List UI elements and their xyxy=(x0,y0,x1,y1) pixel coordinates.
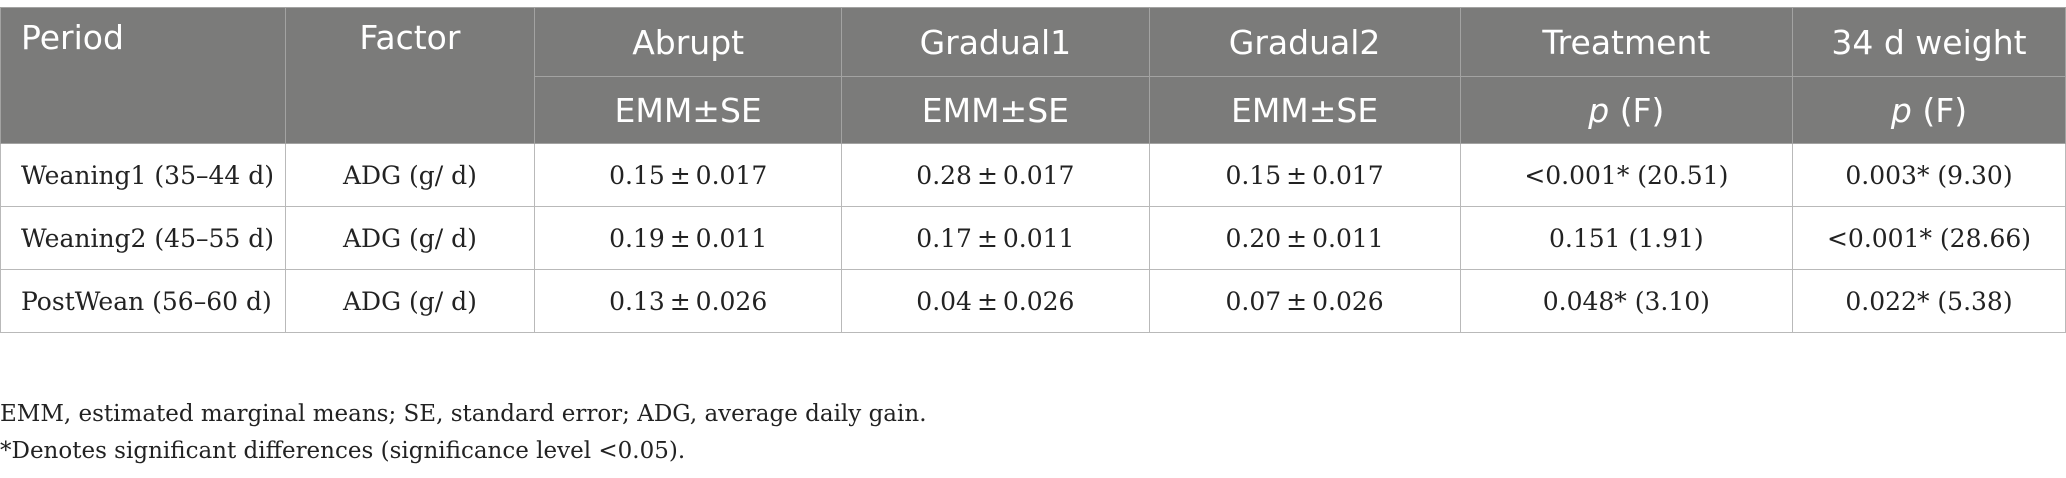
header-factor: Factor xyxy=(284,7,536,144)
subheader-emm-abrupt: EMM±SE xyxy=(534,76,843,144)
header-34d-weight: 34 d weight xyxy=(1791,7,2066,77)
cell-gradual1: 0.04 ± 0.026 xyxy=(841,269,1150,333)
f-symbol: (F) xyxy=(1922,90,1968,130)
cell-factor: ADG (g/ d) xyxy=(284,269,536,333)
header-gradual2: Gradual2 xyxy=(1148,7,1461,77)
header-period: Period xyxy=(0,7,286,144)
cell-period: Weaning2 (45–55 d) xyxy=(0,206,286,270)
footnote-abbreviations: EMM, estimated marginal means; SE, stand… xyxy=(0,401,927,427)
header-row-2: EMM±SE EMM±SE EMM±SE p (F) p (F) xyxy=(1,76,2066,144)
header-gradual1: Gradual1 xyxy=(841,7,1150,77)
cell-weight: <0.001* (28.66) xyxy=(1791,206,2066,270)
cell-factor: ADG (g/ d) xyxy=(284,206,536,270)
cell-weight: 0.003* (9.30) xyxy=(1791,143,2066,207)
cell-abrupt: 0.19 ± 0.011 xyxy=(534,206,843,270)
cell-gradual2: 0.20 ± 0.011 xyxy=(1148,206,1461,270)
subheader-emm-gradual2: EMM±SE xyxy=(1148,76,1461,144)
p-symbol: p xyxy=(1890,90,1912,130)
cell-period: PostWean (56–60 d) xyxy=(0,269,286,333)
table-footnotes: EMM, estimated marginal means; SE, stand… xyxy=(0,396,927,470)
cell-abrupt: 0.13 ± 0.026 xyxy=(534,269,843,333)
cell-treatment: <0.001* (20.51) xyxy=(1459,143,1793,207)
table-row: PostWean (56–60 d) ADG (g/ d) 0.13 ± 0.0… xyxy=(0,269,2066,333)
header-treatment: Treatment xyxy=(1459,7,1793,77)
subheader-emm-gradual1: EMM±SE xyxy=(841,76,1150,144)
cell-treatment: 0.151 (1.91) xyxy=(1459,206,1793,270)
p-symbol: p xyxy=(1588,90,1610,130)
cell-gradual2: 0.07 ± 0.026 xyxy=(1148,269,1461,333)
subheader-p-treatment: p (F) xyxy=(1459,76,1793,144)
table-row: Weaning1 (35–44 d) ADG (g/ d) 0.15 ± 0.0… xyxy=(0,143,2066,207)
f-symbol: (F) xyxy=(1619,90,1665,130)
header-abrupt: Abrupt xyxy=(534,7,843,77)
results-table: Period Factor Abrupt Gradual1 Gradual2 T… xyxy=(0,7,2066,333)
cell-gradual1: 0.28 ± 0.017 xyxy=(841,143,1150,207)
footnote-significance: *Denotes significant differences (signif… xyxy=(0,438,686,464)
subheader-p-weight: p (F) xyxy=(1791,76,2066,144)
cell-gradual1: 0.17 ± 0.011 xyxy=(841,206,1150,270)
header-row-1: Period Factor Abrupt Gradual1 Gradual2 T… xyxy=(0,7,2066,144)
table-row: Weaning2 (45–55 d) ADG (g/ d) 0.19 ± 0.0… xyxy=(0,206,2066,270)
cell-gradual2: 0.15 ± 0.017 xyxy=(1148,143,1461,207)
cell-abrupt: 0.15 ± 0.017 xyxy=(534,143,843,207)
cell-weight: 0.022* (5.38) xyxy=(1791,269,2066,333)
cell-factor: ADG (g/ d) xyxy=(284,143,536,207)
cell-treatment: 0.048* (3.10) xyxy=(1459,269,1793,333)
cell-period: Weaning1 (35–44 d) xyxy=(0,143,286,207)
